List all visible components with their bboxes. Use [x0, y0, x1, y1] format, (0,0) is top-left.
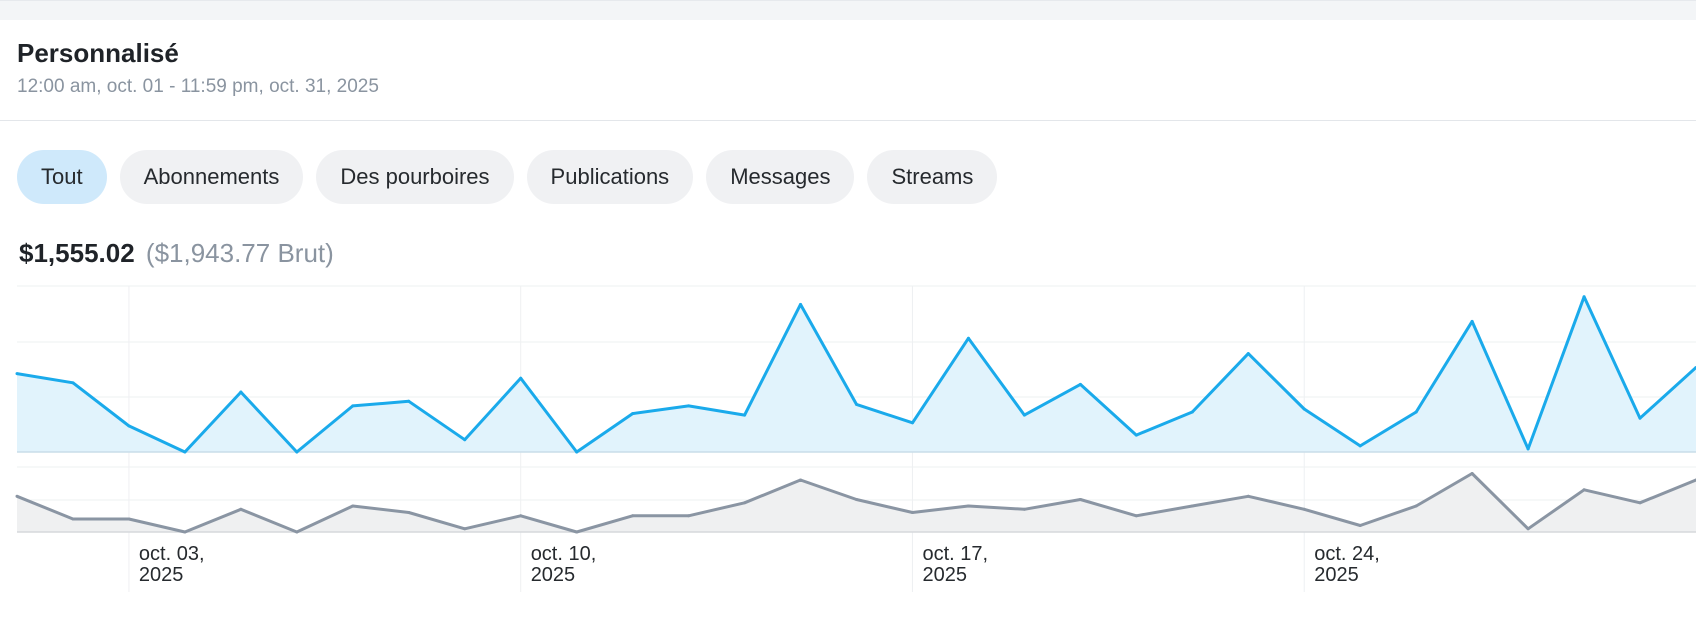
chart-series	[15, 295, 1696, 534]
x-tick-label-line: oct. 24,	[1314, 543, 1380, 565]
top-strip	[0, 0, 1696, 20]
report-header: Personnalisé 12:00 am, oct. 01 - 11:59 p…	[0, 20, 1696, 121]
x-tick-label-line: 2025	[139, 564, 184, 586]
series-2-point	[743, 501, 747, 505]
x-tick-label: oct. 10, 2025	[531, 543, 597, 586]
series-1-point	[1302, 407, 1306, 411]
series-2-point	[575, 530, 579, 534]
series-1-point	[1078, 382, 1082, 386]
series-1-point	[183, 450, 187, 454]
series-1-point	[687, 404, 691, 408]
x-tick-label-line: oct. 17,	[922, 543, 988, 565]
series-1-point	[71, 381, 75, 385]
series-1-point	[1582, 295, 1586, 299]
series-1-point	[239, 390, 243, 394]
series-1-point	[1190, 410, 1194, 414]
series-1-point	[855, 402, 858, 406]
series-2-point	[1358, 524, 1362, 527]
series-2-point	[407, 511, 411, 514]
series-2-point	[127, 517, 131, 521]
tab-subscriptions[interactable]: Abonnements	[119, 150, 304, 204]
series-2-point	[1246, 494, 1250, 498]
series-1-point	[1414, 410, 1418, 414]
series-1-point	[407, 399, 411, 403]
series-2-point	[855, 498, 858, 501]
series-2-point	[631, 514, 635, 518]
x-tick-label-line: 2025	[531, 564, 576, 586]
series-2-point	[799, 478, 803, 482]
x-tick-label-line: 2025	[1314, 564, 1359, 586]
series-2-point	[1190, 504, 1194, 508]
series-2-point	[1134, 514, 1138, 518]
series-1-point	[575, 450, 579, 454]
series-1-point	[743, 413, 747, 417]
x-tick-label: oct. 24, 2025	[1314, 543, 1380, 586]
series-1-point	[1134, 433, 1138, 437]
x-tick-label: oct. 03, 2025	[139, 543, 205, 586]
series-2-point	[15, 494, 19, 498]
series-1-point	[351, 404, 355, 408]
page-title: Personnalisé	[17, 38, 179, 68]
series-2-point	[519, 514, 523, 518]
earnings-total: $1,555.02 ($1,943.77 Brut)	[19, 238, 334, 269]
series-1-point	[1022, 413, 1026, 417]
tab-all[interactable]: Tout	[17, 150, 107, 204]
series-2-point	[910, 511, 914, 514]
series-2-point	[239, 507, 243, 511]
x-tick-label-line: oct. 10,	[531, 543, 597, 565]
series-2-point	[1302, 507, 1306, 511]
net-total: $1,555.02	[19, 238, 135, 268]
series-1-point	[15, 372, 19, 376]
date-range-label: 12:00 am, oct. 01 - 11:59 pm, oct. 31, 2…	[17, 76, 379, 97]
x-tick-label-line: oct. 03,	[139, 543, 205, 565]
series-1-point	[1526, 447, 1530, 451]
series-2-point	[183, 530, 187, 534]
series-1-point	[910, 421, 914, 425]
series-2-point	[966, 504, 970, 508]
series-2-point	[71, 517, 75, 521]
series-2-point	[1582, 488, 1586, 492]
series-2-point	[351, 504, 355, 508]
series-1-point	[295, 450, 299, 454]
series-1-point	[1638, 416, 1642, 420]
series-1-area	[17, 296, 1696, 452]
series-2-point	[463, 527, 467, 531]
series-1-point	[1470, 319, 1474, 323]
series-1-point	[799, 302, 803, 306]
series-2-point	[295, 530, 299, 534]
tab-posts[interactable]: Publications	[526, 150, 694, 204]
gross-total: ($1,943.77 Brut)	[145, 238, 334, 268]
tab-streams[interactable]: Streams	[867, 150, 998, 204]
tab-messages[interactable]: Messages	[706, 150, 855, 204]
tab-tips[interactable]: Des pourboires	[316, 150, 514, 204]
x-tick-label: oct. 17, 2025	[922, 543, 988, 586]
series-2-point	[1638, 501, 1642, 505]
x-tick-label-line: 2025	[922, 564, 967, 586]
series-2-point	[1470, 472, 1474, 475]
series-2-point	[1414, 504, 1418, 508]
series-2-area	[17, 473, 1696, 532]
series-1-point	[127, 424, 131, 428]
series-1-point	[1246, 352, 1250, 356]
series-1-point	[631, 412, 635, 416]
series-1-point	[519, 376, 523, 380]
series-2-point	[1526, 527, 1530, 531]
series-1-point	[463, 438, 467, 442]
series-1-point	[1358, 444, 1362, 448]
series-1-point	[966, 336, 970, 340]
series-2-point	[1078, 498, 1082, 501]
series-2-point	[1022, 507, 1026, 511]
category-tabs: Tout Abonnements Des pourboires Publicat…	[17, 150, 998, 204]
series-2-point	[687, 514, 691, 518]
